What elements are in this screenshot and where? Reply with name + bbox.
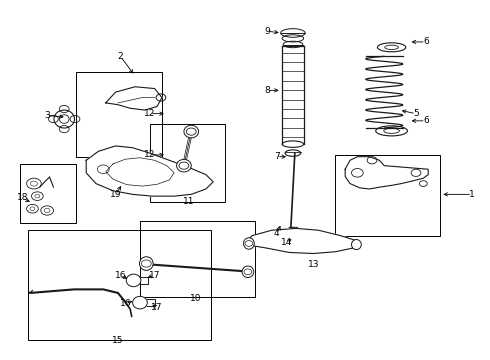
Polygon shape <box>245 228 357 253</box>
Polygon shape <box>86 146 213 196</box>
Text: 16: 16 <box>115 270 126 279</box>
Text: 16: 16 <box>120 299 131 308</box>
Ellipse shape <box>244 238 254 249</box>
Text: 15: 15 <box>112 336 123 345</box>
Text: 6: 6 <box>423 116 429 125</box>
Bar <box>27 230 211 339</box>
Text: 8: 8 <box>264 86 270 95</box>
Polygon shape <box>106 158 174 186</box>
Text: 5: 5 <box>413 109 419 118</box>
Text: 9: 9 <box>264 27 270 36</box>
Bar <box>335 155 441 235</box>
Ellipse shape <box>140 257 153 270</box>
Bar <box>150 125 225 202</box>
Text: 19: 19 <box>110 190 121 199</box>
Text: 4: 4 <box>274 229 280 238</box>
Polygon shape <box>106 87 162 110</box>
Text: 7: 7 <box>274 152 280 161</box>
Text: 3: 3 <box>44 111 50 120</box>
Bar <box>140 221 255 297</box>
Text: 12: 12 <box>144 109 155 118</box>
Text: 1: 1 <box>469 190 475 199</box>
Ellipse shape <box>184 125 198 138</box>
Bar <box>20 164 76 223</box>
Text: 6: 6 <box>423 37 429 46</box>
Ellipse shape <box>133 296 147 309</box>
Text: 12: 12 <box>144 150 155 159</box>
Ellipse shape <box>176 159 191 172</box>
Ellipse shape <box>351 239 361 249</box>
Text: 10: 10 <box>191 294 202 303</box>
Text: 17: 17 <box>151 303 163 312</box>
Text: 11: 11 <box>183 197 195 206</box>
Text: 17: 17 <box>149 270 160 279</box>
Ellipse shape <box>242 266 254 278</box>
Text: 18: 18 <box>17 193 28 202</box>
Polygon shape <box>345 157 428 189</box>
Text: 13: 13 <box>308 260 319 269</box>
Bar <box>76 72 162 157</box>
Text: 2: 2 <box>118 52 123 61</box>
Ellipse shape <box>126 274 141 287</box>
Text: 14: 14 <box>281 238 292 247</box>
